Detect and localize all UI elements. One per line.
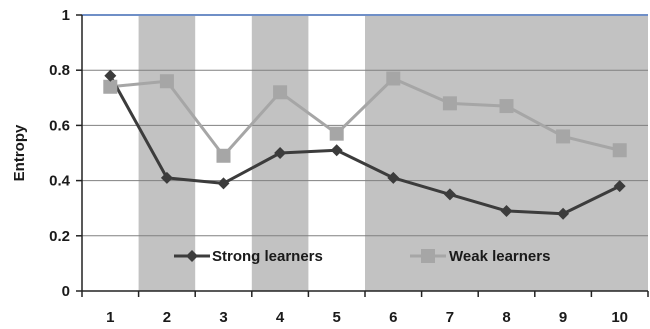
point-strong-learners-7 (443, 188, 456, 201)
x-tick-label-9: 10 (611, 309, 628, 326)
y-tick-label-2: 0.4 (49, 173, 71, 190)
legend-label-weak-learners: Weak learners (449, 248, 550, 265)
point-weak-learners-7 (442, 96, 457, 111)
y-tick-label-4: 0.8 (49, 62, 70, 79)
x-tick-label-2: 3 (219, 309, 227, 326)
legend: Strong learners Weak learners (174, 248, 550, 265)
point-strong-learners-6 (387, 171, 400, 184)
point-strong-learners-2 (160, 171, 173, 184)
y-tick-label-3: 0.6 (49, 117, 70, 134)
x-tick-label-1: 2 (163, 309, 171, 326)
point-strong-learners-8 (500, 204, 513, 217)
x-tick-label-3: 4 (276, 309, 285, 326)
point-strong-learners-1 (104, 69, 117, 82)
point-strong-learners-9 (557, 207, 570, 220)
series-line-weak-learners (110, 76, 621, 158)
series-line-strong-learners (108, 74, 621, 216)
shaded-region-2 (365, 15, 648, 291)
legend-label-strong-learners: Strong learners (212, 248, 323, 265)
point-weak-learners-4 (273, 85, 288, 100)
series-markers (103, 69, 627, 220)
x-tick-label-7: 8 (502, 309, 510, 326)
point-weak-learners-6 (386, 71, 401, 86)
x-tick-label-0: 1 (106, 309, 114, 326)
point-weak-learners-3 (216, 148, 231, 163)
y-tick-label-5: 1 (62, 7, 70, 24)
grid-lines (82, 14, 648, 237)
point-strong-learners-4 (274, 147, 287, 159)
x-tick-label-5: 6 (389, 309, 397, 326)
x-tick-label-4: 5 (333, 309, 341, 326)
point-weak-learners-9 (556, 129, 571, 144)
point-strong-learners-3 (217, 177, 230, 190)
point-strong-learners-5 (330, 144, 343, 157)
point-weak-learners-10 (612, 143, 627, 158)
y-axis-title: Entropy (11, 124, 28, 181)
y-tick-label-1: 0.2 (49, 228, 70, 245)
axes: 0 0.2 0.4 0.6 0.8 1 1 2 3 4 5 6 7 8 9 10 (49, 7, 649, 326)
series-lines (108, 74, 621, 216)
point-weak-learners-8 (499, 99, 514, 114)
point-weak-learners-2 (159, 74, 174, 89)
shaded-region-0 (138, 15, 196, 291)
legend-marker-strong-learners (186, 250, 198, 262)
point-weak-learners-1 (103, 79, 118, 94)
point-strong-learners-10 (613, 180, 626, 193)
legend-marker-weak-learners (421, 249, 435, 263)
point-weak-learners-5 (329, 126, 344, 141)
x-tick-label-6: 7 (446, 309, 454, 326)
x-tick-label-8: 9 (559, 309, 567, 326)
y-tick-label-0: 0 (62, 283, 70, 300)
